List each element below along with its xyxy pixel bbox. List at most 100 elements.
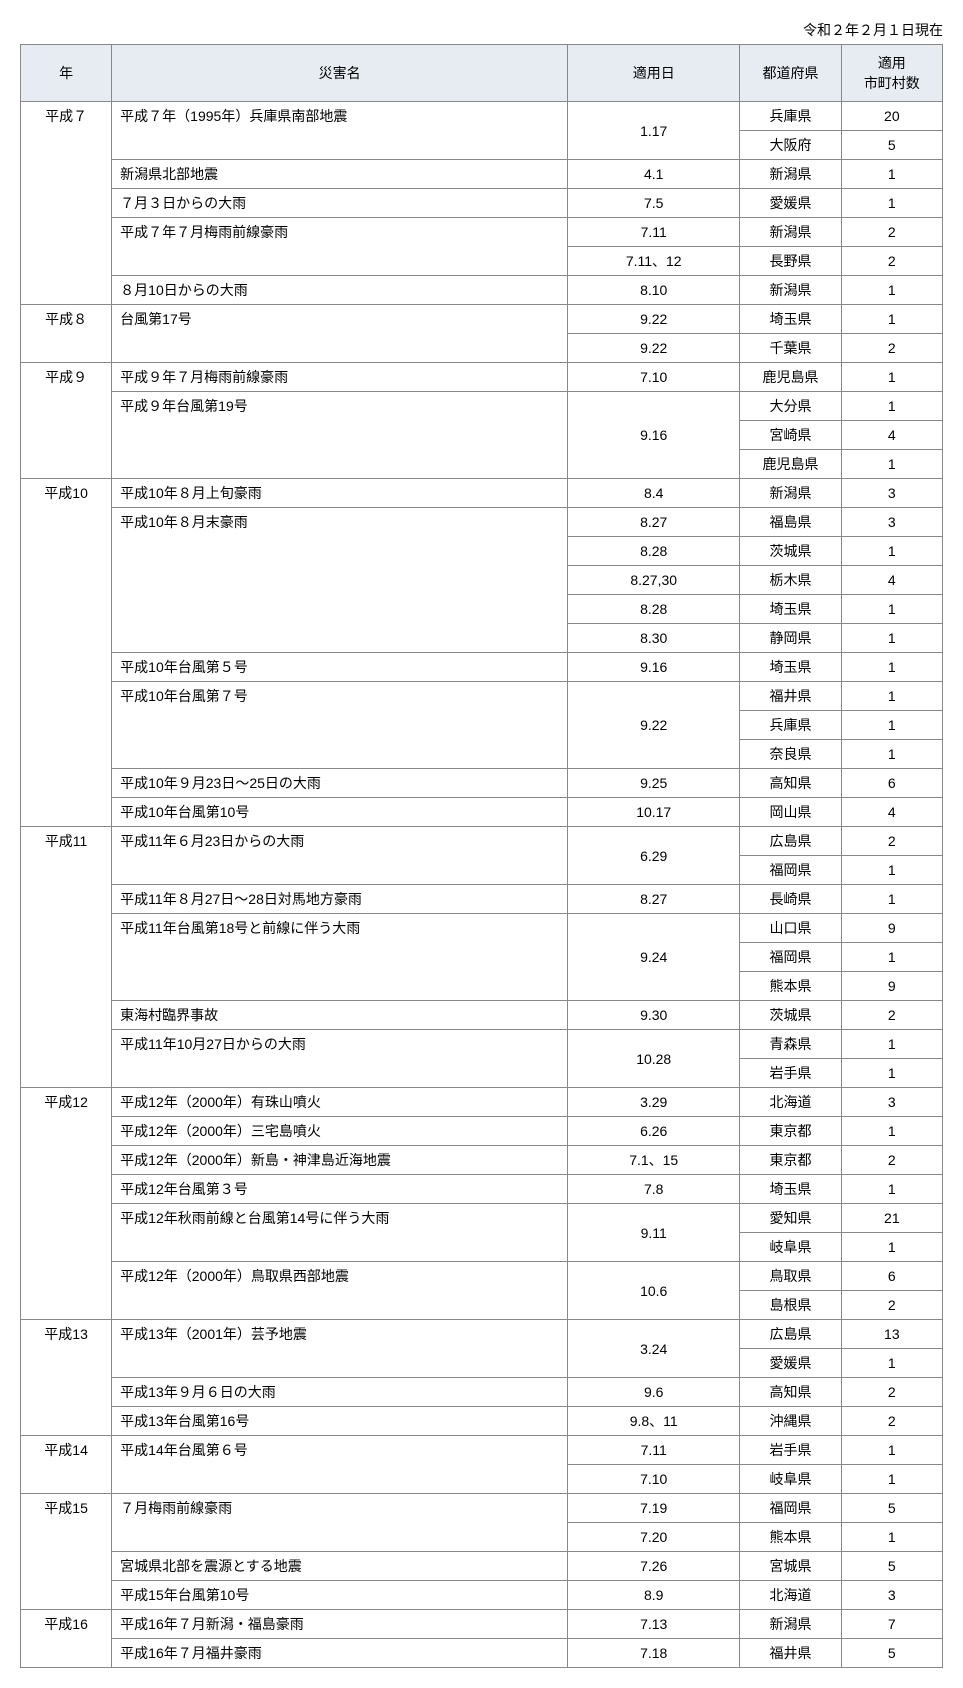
cell-year: 平成10 <box>21 479 112 827</box>
cell-count: 3 <box>841 1088 942 1117</box>
cell-prefecture: 奈良県 <box>740 740 841 769</box>
cell-date: 8.28 <box>568 537 740 566</box>
cell-disaster-name: 平成11年10月27日からの大雨 <box>112 1030 568 1088</box>
cell-prefecture: 東京都 <box>740 1146 841 1175</box>
cell-count: 1 <box>841 160 942 189</box>
cell-disaster-name: 宮城県北部を震源とする地震 <box>112 1552 568 1581</box>
cell-disaster-name: 東海村臨界事故 <box>112 1001 568 1030</box>
cell-date: 9.24 <box>568 914 740 1001</box>
cell-disaster-name: 新潟県北部地震 <box>112 160 568 189</box>
cell-count: 1 <box>841 1349 942 1378</box>
cell-date: 7.8 <box>568 1175 740 1204</box>
cell-prefecture: 静岡県 <box>740 624 841 653</box>
cell-count: 2 <box>841 827 942 856</box>
cell-prefecture: 岡山県 <box>740 798 841 827</box>
cell-prefecture: 高知県 <box>740 1378 841 1407</box>
cell-count: 1 <box>841 1465 942 1494</box>
cell-prefecture: 東京都 <box>740 1117 841 1146</box>
table-row: 平成13平成13年（2001年）芸予地震3.24広島県13 <box>21 1320 943 1349</box>
cell-count: 1 <box>841 1523 942 1552</box>
table-row: 平成10年台風第10号10.17岡山県4 <box>21 798 943 827</box>
cell-date: 8.9 <box>568 1581 740 1610</box>
cell-prefecture: 広島県 <box>740 1320 841 1349</box>
cell-date: 8.27 <box>568 885 740 914</box>
cell-date: 9.8、11 <box>568 1407 740 1436</box>
header-count: 適用市町村数 <box>841 45 942 102</box>
cell-year: 平成７ <box>21 102 112 305</box>
cell-prefecture: 新潟県 <box>740 276 841 305</box>
cell-count: 1 <box>841 740 942 769</box>
cell-prefecture: 北海道 <box>740 1581 841 1610</box>
cell-prefecture: 兵庫県 <box>740 711 841 740</box>
table-row: 平成11平成11年６月23日からの大雨6.29広島県2 <box>21 827 943 856</box>
cell-disaster-name: 平成７年７月梅雨前線豪雨 <box>112 218 568 276</box>
cell-count: 1 <box>841 189 942 218</box>
cell-disaster-name: 平成13年台風第16号 <box>112 1407 568 1436</box>
cell-disaster-name: 平成７年（1995年）兵庫県南部地震 <box>112 102 568 160</box>
cell-prefecture: 栃木県 <box>740 566 841 595</box>
cell-count: 5 <box>841 1494 942 1523</box>
header-row: 年 災害名 適用日 都道府県 適用市町村数 <box>21 45 943 102</box>
header-pref: 都道府県 <box>740 45 841 102</box>
cell-prefecture: 沖縄県 <box>740 1407 841 1436</box>
cell-count: 1 <box>841 1059 942 1088</box>
table-row: ８月10日からの大雨8.10新潟県1 <box>21 276 943 305</box>
cell-date: 7.11 <box>568 1436 740 1465</box>
cell-count: 5 <box>841 131 942 160</box>
cell-year: 平成15 <box>21 1494 112 1610</box>
cell-count: 1 <box>841 450 942 479</box>
cell-prefecture: 宮崎県 <box>740 421 841 450</box>
table-row: 平成10年９月23日〜25日の大雨9.25高知県6 <box>21 769 943 798</box>
cell-count: 1 <box>841 624 942 653</box>
cell-prefecture: 茨城県 <box>740 537 841 566</box>
cell-prefecture: 福井県 <box>740 1639 841 1668</box>
cell-prefecture: 茨城県 <box>740 1001 841 1030</box>
cell-count: 2 <box>841 218 942 247</box>
cell-count: 1 <box>841 276 942 305</box>
cell-date: 8.27,30 <box>568 566 740 595</box>
cell-prefecture: 岐阜県 <box>740 1233 841 1262</box>
cell-count: 2 <box>841 1146 942 1175</box>
cell-disaster-name: 平成９年７月梅雨前線豪雨 <box>112 363 568 392</box>
cell-year: 平成９ <box>21 363 112 479</box>
cell-date: 8.10 <box>568 276 740 305</box>
cell-prefecture: 大分県 <box>740 392 841 421</box>
cell-date: 8.30 <box>568 624 740 653</box>
cell-year: 平成11 <box>21 827 112 1088</box>
cell-count: 1 <box>841 856 942 885</box>
table-row: 平成12年秋雨前線と台風第14号に伴う大雨9.11愛知県21 <box>21 1204 943 1233</box>
cell-count: 9 <box>841 914 942 943</box>
table-row: 平成15年台風第10号8.9北海道3 <box>21 1581 943 1610</box>
cell-disaster-name: 平成12年（2000年）鳥取県西部地震 <box>112 1262 568 1320</box>
cell-date: 9.16 <box>568 653 740 682</box>
cell-prefecture: 新潟県 <box>740 479 841 508</box>
cell-count: 2 <box>841 247 942 276</box>
cell-disaster-name: 平成10年８月上旬豪雨 <box>112 479 568 508</box>
cell-count: 1 <box>841 1117 942 1146</box>
cell-year: 平成14 <box>21 1436 112 1494</box>
cell-disaster-name: 平成12年台風第３号 <box>112 1175 568 1204</box>
cell-date: 9.16 <box>568 392 740 479</box>
table-row: 平成10平成10年８月上旬豪雨8.4新潟県3 <box>21 479 943 508</box>
cell-disaster-name: 平成10年台風第10号 <box>112 798 568 827</box>
cell-date: 9.22 <box>568 334 740 363</box>
table-row: 平成14平成14年台風第６号7.11岩手県1 <box>21 1436 943 1465</box>
cell-prefecture: 新潟県 <box>740 1610 841 1639</box>
cell-prefecture: 埼玉県 <box>740 653 841 682</box>
cell-year: 平成13 <box>21 1320 112 1436</box>
cell-date: 1.17 <box>568 102 740 160</box>
cell-count: 1 <box>841 363 942 392</box>
cell-disaster-name: 平成10年９月23日〜25日の大雨 <box>112 769 568 798</box>
cell-prefecture: 大阪府 <box>740 131 841 160</box>
cell-count: 1 <box>841 682 942 711</box>
cell-disaster-name: 平成12年（2000年）三宅島噴火 <box>112 1117 568 1146</box>
cell-disaster-name: 平成16年７月福井豪雨 <box>112 1639 568 1668</box>
cell-prefecture: 福岡県 <box>740 1494 841 1523</box>
cell-date: 8.4 <box>568 479 740 508</box>
cell-count: 4 <box>841 421 942 450</box>
cell-count: 2 <box>841 1407 942 1436</box>
table-row: 平成13年９月６日の大雨9.6高知県2 <box>21 1378 943 1407</box>
cell-prefecture: 愛媛県 <box>740 189 841 218</box>
cell-count: 2 <box>841 1291 942 1320</box>
cell-date: 10.6 <box>568 1262 740 1320</box>
